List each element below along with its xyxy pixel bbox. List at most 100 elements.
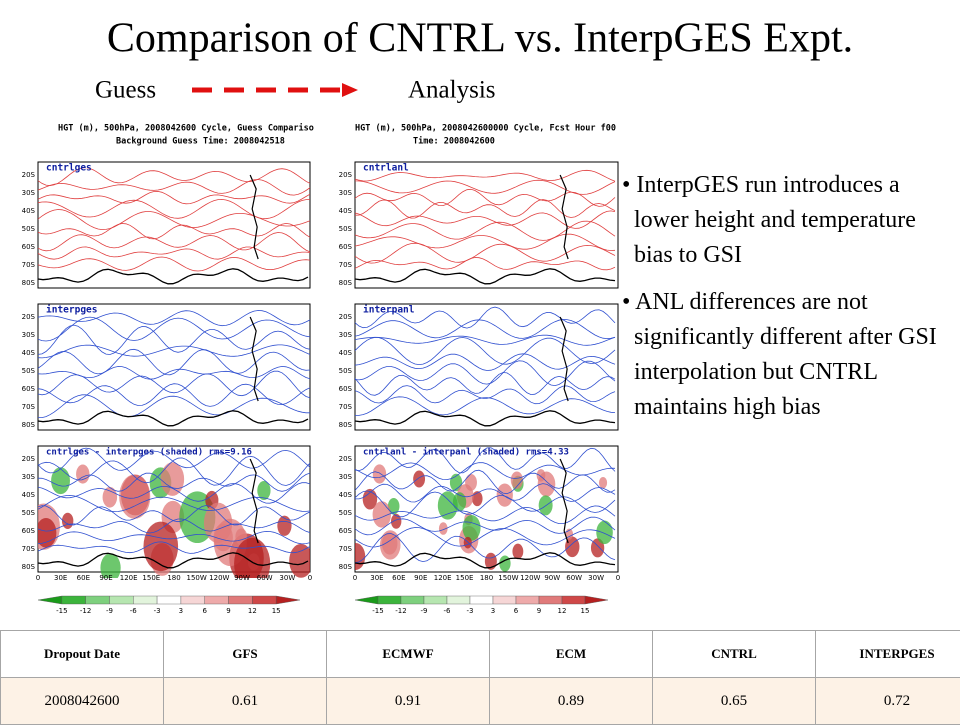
flow-to: Analysis	[408, 77, 496, 104]
table-header-cell: Dropout Date	[1, 631, 164, 678]
table-cell: 0.72	[816, 678, 960, 725]
lon-tick-label: 150E	[142, 574, 160, 582]
panel-header: Background Guess Time: 2008042518	[116, 136, 285, 147]
panel-label: cntrlges	[46, 163, 92, 174]
lat-tick-label: 70S	[22, 403, 36, 411]
colorbar-tick-label: 12	[248, 607, 257, 615]
lat-tick-label: 70S	[339, 545, 353, 553]
lon-tick-label: 0	[616, 574, 620, 582]
bullet-item: • ANL differences are not significantly …	[622, 285, 952, 425]
bullet-list: • InterpGES run introduces a lower heigh…	[622, 168, 952, 437]
colorbar-swatch	[157, 596, 181, 604]
colorbar-swatch	[252, 596, 276, 604]
lon-tick-label: 120E	[434, 574, 452, 582]
table-cell: 0.91	[327, 678, 490, 725]
lat-tick-label: 30S	[339, 331, 353, 339]
colorbar-swatch	[229, 596, 253, 604]
lon-tick-label: 90E	[99, 574, 112, 582]
lat-tick-label: 70S	[339, 403, 353, 411]
colorbar-swatch	[133, 596, 157, 604]
colorbar-tick-label: -15	[372, 607, 383, 615]
colorbar-swatch	[181, 596, 205, 604]
shaded-anomaly	[161, 462, 185, 496]
colorbar-swatch	[38, 596, 62, 604]
shaded-anomaly	[204, 503, 232, 543]
lat-tick-label: 80S	[339, 279, 353, 287]
map-frame	[38, 304, 310, 430]
bullet-dot: •	[622, 289, 635, 315]
colorbar-tick-label: 15	[581, 607, 590, 615]
shaded-anomaly	[51, 467, 70, 494]
colorbar-tick-label: -3	[467, 607, 474, 615]
flow-arrowhead	[342, 83, 358, 97]
lat-tick-label: 20S	[339, 171, 353, 179]
lat-tick-label: 20S	[339, 455, 353, 463]
lat-tick-label: 30S	[22, 189, 36, 197]
colorbar-swatch	[86, 596, 110, 604]
lat-tick-label: 30S	[22, 473, 36, 481]
lon-tick-label: 60E	[392, 574, 405, 582]
shaded-anomaly	[413, 471, 425, 488]
colorbar-tick-label: -12	[395, 607, 406, 615]
colorbar-swatch	[401, 596, 424, 604]
panel-label: cntrlanl - interpanl (shaded) rms=4.33	[363, 447, 569, 458]
colorbar-tick-label: -6	[444, 607, 452, 615]
lat-tick-label: 40S	[22, 349, 36, 357]
lat-tick-label: 70S	[22, 261, 36, 269]
lon-tick-label: 90W	[234, 574, 250, 582]
lat-tick-label: 70S	[339, 261, 353, 269]
shaded-anomaly	[76, 465, 89, 484]
lon-tick-label: 60E	[77, 574, 90, 582]
lat-tick-label: 20S	[339, 313, 353, 321]
map-column: HGT (m), 500hPa, 2008042600 Cycle, Guess…	[22, 123, 314, 616]
map-frame	[355, 162, 618, 288]
colorbar-swatch	[378, 596, 401, 604]
map-frame	[38, 162, 310, 288]
bullet-text: InterpGES run introduces a lower height …	[634, 172, 916, 268]
colorbar-tick-label: -12	[80, 607, 91, 615]
table-cell: 0.61	[164, 678, 327, 725]
lon-tick-label: 150W	[187, 574, 207, 582]
lon-tick-label: 150E	[456, 574, 474, 582]
lon-tick-label: 0	[353, 574, 357, 582]
colorbar-swatch	[470, 596, 493, 604]
shaded-anomaly	[463, 515, 481, 541]
lon-tick-label: 120W	[520, 574, 540, 582]
colorbar-swatch	[109, 596, 133, 604]
colorbar-tick-label: 9	[537, 607, 541, 615]
lon-tick-label: 0	[36, 574, 40, 582]
lon-tick-label: 60W	[566, 574, 582, 582]
colorbar-swatch	[493, 596, 516, 604]
colorbar-tick-label: 3	[179, 607, 183, 615]
shaded-anomaly	[289, 544, 313, 578]
colorbar-swatch	[585, 596, 608, 604]
lat-tick-label: 40S	[339, 207, 353, 215]
lat-tick-label: 50S	[22, 367, 36, 375]
lat-tick-label: 50S	[22, 225, 36, 233]
colorbar-tick-label: 9	[226, 607, 230, 615]
table-cell: 0.65	[653, 678, 816, 725]
lat-tick-label: 30S	[22, 331, 36, 339]
lon-tick-label: 120W	[209, 574, 229, 582]
lon-tick-label: 30W	[279, 574, 295, 582]
lat-tick-label: 50S	[339, 225, 353, 233]
bullet-item: • InterpGES run introduces a lower heigh…	[622, 168, 952, 273]
lat-tick-label: 80S	[339, 421, 353, 429]
table-header-cell: INTERPGES	[816, 631, 960, 678]
panel-label: interpanl	[363, 305, 415, 316]
colorbar-swatch	[562, 596, 585, 604]
table-header-cell: CNTRL	[653, 631, 816, 678]
lat-tick-label: 80S	[22, 421, 36, 429]
panel-header: HGT (m), 500hPa, 2008042600 Cycle, Guess…	[58, 123, 314, 134]
colorbar-swatch	[276, 596, 300, 604]
map-column: HGT (m), 500hPa, 2008042600000 Cycle, Fc…	[339, 124, 621, 616]
lon-tick-label: 0	[308, 574, 312, 582]
lon-tick-label: 180	[167, 574, 180, 582]
table-cell: 2008042600	[1, 678, 164, 725]
lat-tick-label: 20S	[22, 313, 36, 321]
lat-tick-label: 80S	[339, 563, 353, 571]
